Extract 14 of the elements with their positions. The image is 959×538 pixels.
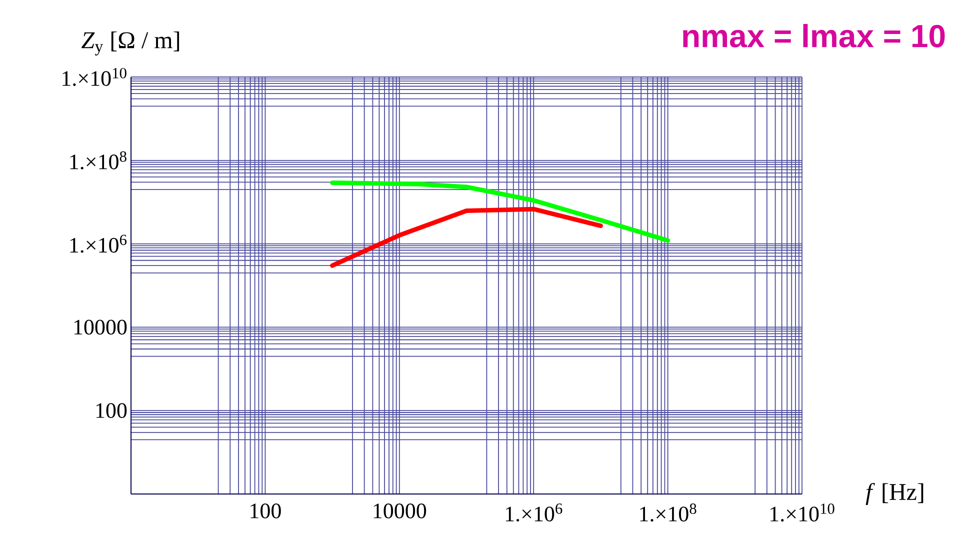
y-tick-label: 10000 [74,320,127,335]
x-tick-label: 1.×10$^{10}$ [770,504,834,522]
y-tick-label: 1.×10$^{8}$ [70,151,126,170]
y-tick-label: 100 [96,403,127,418]
x-tick-label: 100 [250,504,281,518]
chart-title: nmax = lmax = 10 [683,24,945,48]
y-tick-label: 1.×10$^{6}$ [70,234,127,253]
x-tick-label: 1.×10$^{8}$ [640,504,696,522]
line-series [330,206,603,268]
y-axis-title: Z$_{y}$ [Ω / m] [82,31,180,56]
x-tick-label: 10000 [374,504,426,518]
x-tick-label: 1.×10$^{6}$ [506,504,562,522]
x-axis-title: f [Hz] [866,482,924,505]
y-tick-label: 1.×10$^{10}$ [62,68,126,86]
